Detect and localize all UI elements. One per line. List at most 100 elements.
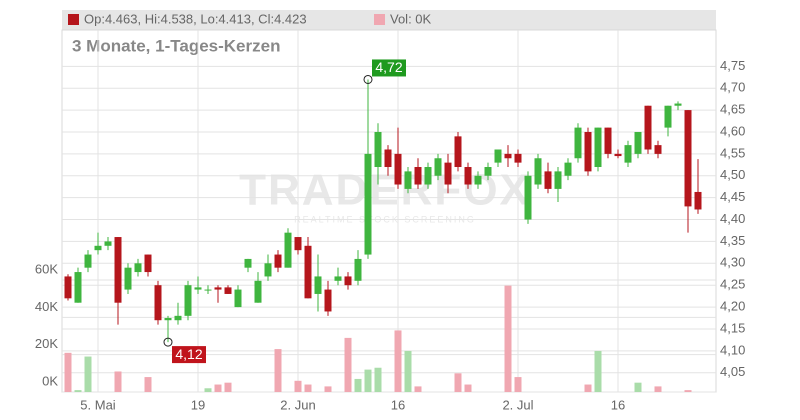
- legend-swatch: [68, 14, 79, 25]
- y-tick-label: 4,20: [720, 299, 745, 314]
- x-tick-label: 16: [391, 397, 405, 412]
- volume-bar: [214, 384, 222, 392]
- candle-body: [134, 263, 142, 273]
- candle-body: [304, 245, 312, 299]
- candle-body: [534, 158, 542, 185]
- candle-body: [224, 287, 232, 294]
- volume-bar: [514, 377, 522, 392]
- candle-body: [484, 167, 492, 176]
- candle-body: [594, 127, 602, 168]
- candle-body: [94, 245, 102, 251]
- volume-bar: [224, 382, 232, 392]
- legend-text: Op:4.463, Hi:4.538, Lo:4.413, Cl:4.423: [84, 11, 307, 26]
- candle-body: [144, 254, 152, 273]
- candle-body: [194, 287, 202, 290]
- candle-body: [404, 171, 412, 189]
- annotation-box: [172, 346, 206, 364]
- candle-body: [284, 232, 292, 268]
- legend-swatch: [374, 14, 385, 25]
- candle-body: [604, 127, 612, 154]
- candle-body: [204, 289, 212, 291]
- volume-bar: [114, 371, 122, 392]
- volume-bar: [364, 369, 372, 392]
- y-tick-label: 4,65: [720, 102, 745, 117]
- candle-body: [114, 237, 122, 303]
- candle-body: [494, 149, 502, 163]
- y-tick-label: 4,55: [720, 145, 745, 160]
- volume-bar: [344, 337, 352, 392]
- y2-tick-label: 40K: [35, 299, 58, 314]
- candle-body: [354, 258, 362, 281]
- volume-bar: [454, 373, 462, 392]
- x-tick-label: 2. Jun: [280, 397, 315, 412]
- candle-body: [584, 131, 592, 172]
- legend-text: Vol: 0K: [390, 11, 432, 26]
- candle-body: [184, 285, 192, 316]
- volume-bar: [634, 382, 642, 392]
- candle-body: [444, 162, 452, 185]
- y-tick-label: 4,05: [720, 364, 745, 379]
- candle-body: [264, 263, 272, 277]
- candle-body: [74, 272, 82, 303]
- x-tick-label: 16: [611, 397, 625, 412]
- candle-body: [334, 276, 342, 281]
- subtitle: 3 Monate, 1-Tages-Kerzen: [72, 36, 280, 55]
- candle-body: [124, 267, 132, 290]
- candle-body: [554, 171, 562, 189]
- volume-bar: [274, 349, 282, 392]
- x-tick-label: 5. Mai: [80, 397, 116, 412]
- candle-body: [254, 280, 262, 303]
- candle-body: [454, 136, 462, 168]
- y2-tick-label: 20K: [35, 336, 58, 351]
- volume-bar: [394, 330, 402, 392]
- candle-body: [384, 149, 392, 168]
- y-tick-label: 4,10: [720, 342, 745, 357]
- candle-body: [314, 276, 322, 294]
- candle-body: [434, 158, 442, 176]
- candle-body: [374, 131, 382, 168]
- volume-bar: [684, 390, 692, 392]
- candle-body: [214, 287, 222, 290]
- volume-bar: [504, 285, 512, 392]
- candle-body: [694, 191, 702, 210]
- annotation-marker: [363, 74, 373, 84]
- y-tick-label: 4,15: [720, 320, 745, 335]
- volume-bar: [594, 350, 602, 392]
- y-tick-label: 4,60: [720, 123, 745, 138]
- y2-tick-label: 0K: [42, 373, 58, 388]
- y-tick-label: 4,40: [720, 211, 745, 226]
- volume-bar: [74, 390, 82, 392]
- annotation-box: [372, 59, 406, 77]
- candle-body: [474, 175, 482, 185]
- legend-band: [62, 10, 716, 30]
- x-tick-label: 2. Jul: [502, 397, 533, 412]
- volume-bar: [464, 384, 472, 392]
- candle-body: [504, 153, 512, 159]
- annotation-label: 4,72: [375, 59, 402, 75]
- candle-body: [524, 175, 532, 220]
- volume-bar: [374, 367, 382, 392]
- candle-body: [464, 167, 472, 185]
- watermark: TRADERFOX: [239, 166, 531, 215]
- candle-body: [344, 276, 352, 286]
- y-tick-label: 4,75: [720, 58, 745, 73]
- candle-body: [64, 276, 72, 299]
- candle-body: [684, 110, 692, 207]
- volume-bar: [304, 384, 312, 392]
- candle-body: [414, 167, 422, 185]
- candle-body: [244, 258, 252, 268]
- candle-body: [654, 145, 662, 154]
- y2-tick-label: 60K: [35, 261, 58, 276]
- volume-bar: [144, 377, 152, 392]
- candle-body: [104, 241, 112, 246]
- volume-bar: [414, 386, 422, 392]
- y-tick-label: 4,50: [720, 167, 745, 182]
- y-tick-label: 4,30: [720, 255, 745, 270]
- candle-body: [84, 254, 92, 268]
- volume-bar: [204, 388, 212, 392]
- y-tick-label: 4,70: [720, 80, 745, 95]
- volume-bar: [64, 352, 72, 392]
- candle-body: [634, 131, 642, 154]
- volume-bar: [354, 378, 362, 392]
